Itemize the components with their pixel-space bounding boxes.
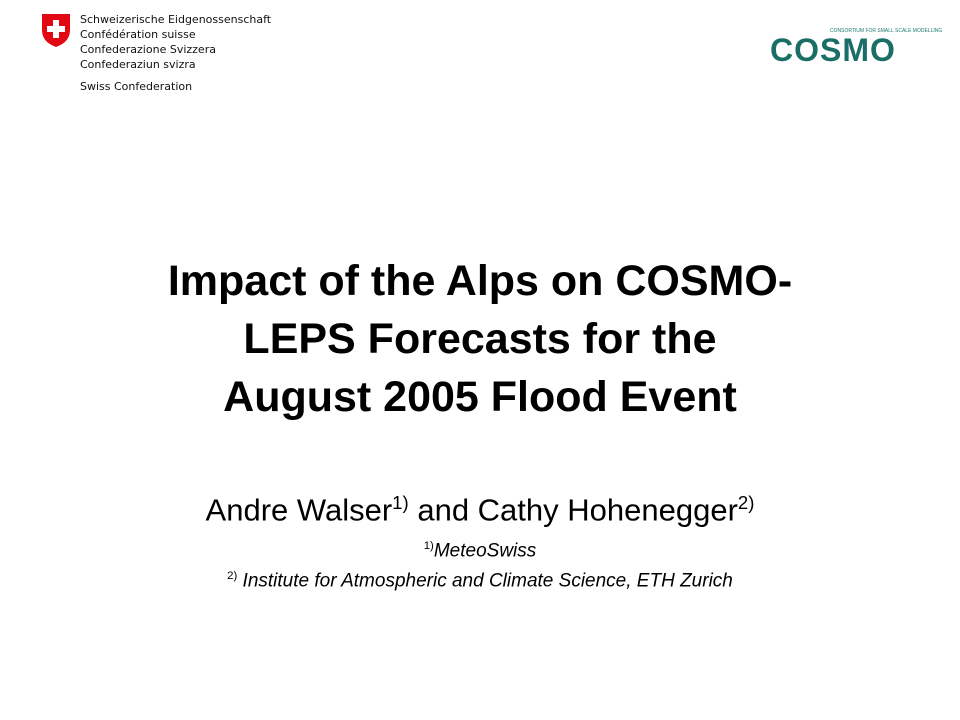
affiliation: 1)MeteoSwiss [0, 540, 960, 562]
sup: 1) [423, 540, 434, 552]
authors: Andre Walser1) and Cathy Hohenegger2) [0, 492, 960, 528]
cosmo-tagline: CONSORTIUM FOR SMALL SCALE MODELLING [830, 28, 943, 34]
affiliation: 2) Institute for Atmospheric and Climate… [0, 570, 960, 592]
line: Confederazione Svizzera [80, 43, 216, 56]
line: Confédération suisse [80, 28, 196, 41]
aff-text: MeteoSwiss [433, 540, 537, 562]
author: and Cathy Hohenegger [408, 492, 738, 528]
title-line: August 2005 Flood Event [223, 373, 737, 421]
sup: 2) [737, 492, 755, 513]
sup: 1) [392, 492, 409, 513]
swiss-confederation: Swiss Confederation [80, 80, 193, 93]
cosmo-logo: COSMO [770, 32, 896, 68]
line: Confederaziun svizra [80, 58, 196, 71]
swiss-shield [42, 14, 70, 47]
confederation: Schweizerische Eidgenossenschaft Confédé… [80, 12, 271, 72]
author: Andre Walser [205, 492, 393, 528]
title: Impact of the Alps on COSMO- LEPS Foreca… [0, 252, 960, 426]
aff-text: Institute for Atmospheric and Climate Sc… [237, 570, 733, 592]
title-line: LEPS Forecasts for the [243, 315, 717, 363]
title-line: Impact of the Alps on COSMO- [167, 257, 793, 305]
line: Schweizerische Eidgenossenschaft [80, 13, 272, 26]
sup: 2) [227, 570, 238, 582]
